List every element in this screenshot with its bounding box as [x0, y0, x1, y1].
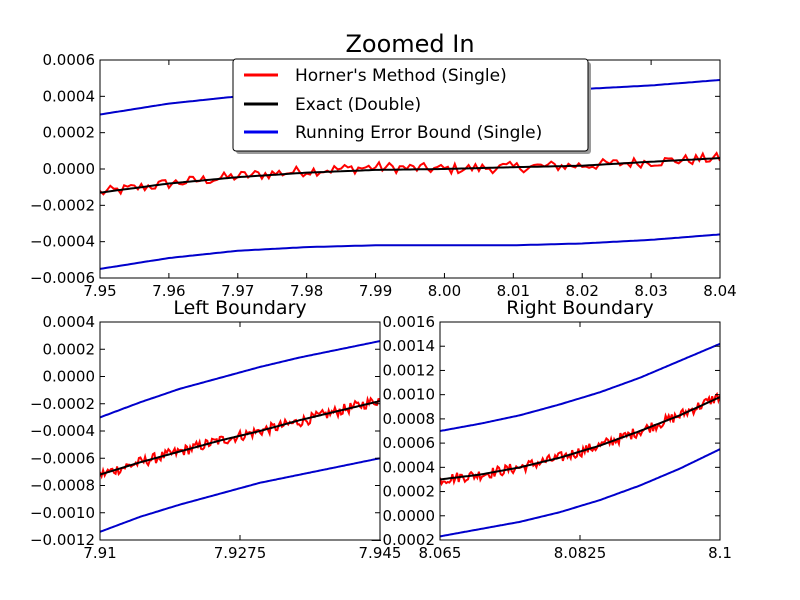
- series-line-running-error-bound-single-lower: [100, 457, 380, 533]
- y-tick-label: 0.0014: [383, 337, 436, 355]
- x-tick-label: 7.91: [83, 544, 116, 562]
- y-tick-label: 0.0000: [383, 507, 436, 525]
- y-tick-label: −0.0004: [30, 422, 95, 440]
- y-tick-label: 0.0002: [43, 124, 96, 142]
- x-tick-label: 8.02: [566, 282, 599, 300]
- y-tick-label: −0.0004: [30, 233, 95, 251]
- y-tick-label: −0.0010: [30, 504, 95, 522]
- y-tick-label: 0.0008: [383, 410, 436, 428]
- series-line-running-error-bound-single-upper: [100, 340, 380, 419]
- y-tick-label: −0.0012: [30, 531, 95, 549]
- x-tick-label: 7.97: [221, 282, 254, 300]
- x-tick-label: 7.98: [290, 282, 323, 300]
- y-tick-label: −0.0006: [30, 449, 95, 467]
- subplot-right-boundary: 8.065 8.0825 8.1 −0.0002 0.0000 0.0002 0.0004 0…: [370, 297, 732, 562]
- y-tick-label: 0.0000: [43, 368, 96, 386]
- y-tick-label: 0.0002: [43, 340, 96, 358]
- y-tick-label: 0.0004: [43, 313, 96, 331]
- y-tick-label: −0.0002: [30, 196, 95, 214]
- series-line-running-error-bound-single-lower: [440, 448, 720, 538]
- y-tick-label: −0.0002: [30, 395, 95, 413]
- right-boundary-ticks: 8.065 8.0825 8.1 −0.0002 0.0000 0.0002 0.0004 0…: [370, 313, 732, 562]
- y-tick-label: 0.0006: [43, 51, 96, 69]
- legend-label-horner: Horner's Method (Single): [295, 66, 507, 86]
- y-tick-label: 0.0012: [383, 361, 436, 379]
- series-line-running-error-bound-single-lower: [100, 233, 720, 270]
- x-tick-label: 8.065: [419, 544, 462, 562]
- subplot-zoomed-in: 7.95 7.96 7.97 7.98 7.99 8.00 8.01 8.02 8.03 8.04…: [30, 30, 737, 300]
- left-boundary-ticks: 7.91 7.9275 7.945 −0.0012 −0.0010 −0.0008 −0.0…: [30, 313, 402, 562]
- series-line-running-error-bound-single-upper: [440, 342, 720, 432]
- right-boundary-lines: [440, 342, 720, 538]
- x-tick-label: 7.945: [359, 544, 402, 562]
- x-tick-label: 8.04: [703, 282, 736, 300]
- legend: Horner's Method (Single) Exact (Double) …: [232, 58, 591, 154]
- series-line-exact-double: [100, 400, 380, 476]
- legend-label-bound: Running Error Bound (Single): [295, 123, 542, 143]
- x-tick-label: 8.01: [497, 282, 530, 300]
- series-line-exact-double: [100, 157, 720, 194]
- y-tick-label: 0.0004: [383, 458, 436, 476]
- y-tick-label: 0.0000: [43, 160, 96, 178]
- zoomed-in-lines: [100, 79, 720, 270]
- right-boundary-title: Right Boundary: [506, 297, 654, 319]
- x-tick-label: 8.03: [634, 282, 667, 300]
- x-tick-label: 7.95: [83, 282, 116, 300]
- subplot-left-boundary: 7.91 7.9275 7.945 −0.0012 −0.0010 −0.0008 −0.0…: [30, 297, 402, 562]
- y-tick-label: 0.0010: [383, 386, 436, 404]
- y-tick-label: −0.0006: [30, 269, 95, 287]
- series-line-horner-s-method-single: [100, 151, 720, 196]
- y-tick-label: 0.0006: [383, 434, 436, 452]
- y-tick-label: 0.0004: [43, 87, 96, 105]
- y-tick-label: 0.0016: [383, 313, 436, 331]
- x-tick-label: 7.96: [152, 282, 185, 300]
- x-tick-label: 7.9275: [214, 544, 267, 562]
- y-tick-label: 0.0002: [383, 483, 436, 501]
- x-tick-label: 8.0825: [554, 544, 607, 562]
- left-boundary-lines: [100, 340, 380, 533]
- x-tick-label: 7.99: [359, 282, 392, 300]
- series-line-exact-double: [440, 396, 720, 481]
- legend-label-exact: Exact (Double): [295, 95, 421, 115]
- zoomed-in-title: Zoomed In: [345, 30, 474, 58]
- zoomed-in-ticks: 7.95 7.96 7.97 7.98 7.99 8.00 8.01 8.02 8.03 8.04…: [30, 51, 737, 300]
- x-tick-label: 8.00: [428, 282, 461, 300]
- y-tick-label: −0.0008: [30, 477, 95, 495]
- legend-box: [232, 58, 589, 152]
- left-boundary-title: Left Boundary: [173, 297, 306, 319]
- y-tick-label: −0.0002: [370, 531, 435, 549]
- x-tick-label: 8.1: [708, 544, 732, 562]
